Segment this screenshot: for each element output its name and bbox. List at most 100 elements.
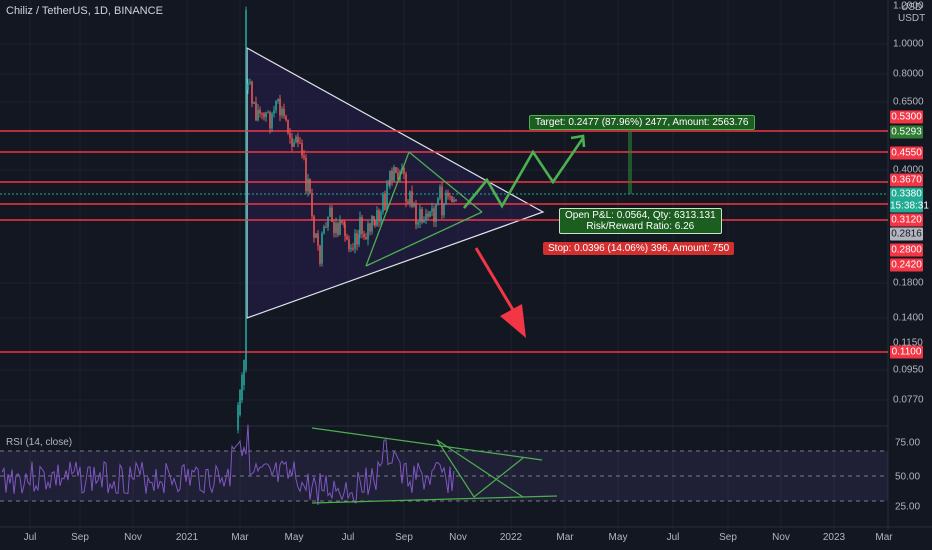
currency-line-1: USD bbox=[901, 2, 923, 13]
candle bbox=[382, 194, 384, 212]
price-tag-entry[interactable]: 0.2816 bbox=[890, 227, 923, 241]
candle bbox=[237, 405, 239, 430]
candle bbox=[293, 142, 295, 147]
candle bbox=[419, 208, 421, 223]
candle bbox=[365, 237, 367, 240]
candle bbox=[443, 203, 445, 216]
candle bbox=[259, 109, 261, 114]
candle bbox=[277, 98, 279, 102]
rsi-tick: 25.00 bbox=[895, 501, 921, 513]
candle bbox=[433, 208, 435, 222]
position-target-zone bbox=[628, 131, 632, 194]
price-tag-level[interactable]: 0.4550 bbox=[890, 146, 923, 160]
currency-selector[interactable]: USD USDT bbox=[898, 2, 925, 24]
candle bbox=[287, 120, 289, 134]
candle bbox=[449, 196, 451, 198]
candle bbox=[451, 196, 453, 203]
price-tag-current[interactable]: 0.3380 bbox=[890, 187, 923, 201]
price-tag-level[interactable]: 0.3670 bbox=[890, 173, 923, 187]
candle bbox=[371, 216, 373, 232]
pnl-line-1: Open P&L: 0.0564, Qty: 6313.131 bbox=[565, 210, 716, 221]
time-tick: Mar bbox=[231, 532, 249, 543]
candle bbox=[295, 136, 297, 143]
candle bbox=[303, 155, 305, 158]
time-tick: Nov bbox=[124, 532, 142, 543]
triangle-pattern bbox=[246, 46, 545, 319]
candle bbox=[275, 101, 277, 111]
price-tag-target[interactable]: 0.5293 bbox=[890, 125, 923, 139]
price-tag-level[interactable]: 0.5300 bbox=[890, 110, 923, 124]
candle bbox=[343, 223, 345, 225]
candle bbox=[311, 192, 313, 217]
candle bbox=[305, 157, 307, 192]
candle bbox=[291, 137, 293, 147]
candle bbox=[427, 213, 429, 217]
candle bbox=[403, 167, 405, 174]
bullish-projection-path bbox=[462, 137, 585, 209]
rsi-indicator-title[interactable]: RSI (14, close) bbox=[6, 437, 73, 448]
candle bbox=[269, 112, 271, 129]
candle bbox=[405, 173, 407, 202]
candle bbox=[352, 248, 354, 250]
time-tick: Nov bbox=[772, 532, 790, 543]
candle bbox=[386, 182, 388, 211]
candle bbox=[255, 102, 257, 121]
price-tick: 0.1400 bbox=[893, 312, 924, 324]
time-tick: Mar bbox=[875, 532, 893, 543]
time-tick: May bbox=[608, 532, 628, 543]
symbol-title[interactable]: Chiliz / TetherUS, 1D, BINANCE bbox=[6, 5, 163, 17]
candle bbox=[361, 217, 363, 234]
candle bbox=[247, 83, 249, 90]
candle bbox=[313, 216, 315, 238]
time-tick: Sep bbox=[395, 532, 413, 543]
candle bbox=[409, 191, 411, 204]
grid bbox=[0, 0, 888, 530]
candle bbox=[425, 213, 427, 220]
candle bbox=[359, 217, 361, 235]
candle bbox=[319, 245, 321, 264]
candle bbox=[273, 110, 275, 114]
candle bbox=[331, 207, 333, 223]
candle bbox=[279, 98, 281, 116]
candle bbox=[373, 216, 375, 220]
position-target-label[interactable]: Target: 0.2477 (87.96%) 2477, Amount: 25… bbox=[529, 115, 755, 130]
candle bbox=[327, 216, 329, 228]
price-tag-level[interactable]: 0.2420 bbox=[890, 258, 923, 272]
price-tag-level[interactable]: 0.2800 bbox=[890, 243, 923, 257]
candle bbox=[445, 192, 447, 204]
candle bbox=[253, 102, 255, 104]
candle bbox=[413, 203, 415, 207]
candle bbox=[337, 223, 339, 235]
candle bbox=[363, 233, 365, 238]
candle bbox=[249, 81, 251, 84]
candle bbox=[391, 170, 393, 181]
rsi-tick: 75.00 bbox=[895, 437, 921, 449]
price-tick: 0.0770 bbox=[893, 394, 924, 406]
price-tag-level[interactable]: 0.3120 bbox=[890, 213, 923, 227]
bearish-arrow-head bbox=[500, 304, 526, 338]
price-tag-level[interactable]: 0.1100 bbox=[890, 345, 923, 359]
position-stop-label[interactable]: Stop: 0.0396 (14.06%) 396, Amount: 750 bbox=[543, 242, 735, 255]
price-tick: 0.8000 bbox=[893, 68, 924, 80]
candle bbox=[388, 182, 390, 185]
candle bbox=[283, 108, 285, 117]
candle bbox=[356, 233, 358, 245]
candle bbox=[346, 236, 348, 240]
candle bbox=[263, 113, 265, 118]
candle bbox=[447, 192, 449, 197]
candle bbox=[321, 233, 323, 264]
price-tick: 0.6500 bbox=[893, 96, 924, 108]
candle bbox=[323, 226, 325, 234]
position-pnl-label[interactable]: Open P&L: 0.0564, Qty: 6313.131 Risk/Rew… bbox=[559, 208, 722, 234]
candle bbox=[341, 220, 343, 224]
candle bbox=[245, 10, 247, 370]
candle bbox=[348, 239, 350, 250]
price-tick: 0.0950 bbox=[893, 364, 924, 376]
rsi-line bbox=[1, 424, 455, 506]
candle bbox=[423, 219, 425, 223]
time-tick: Mar bbox=[556, 532, 574, 543]
price-tick: 0.4000 bbox=[893, 164, 924, 176]
candle bbox=[374, 219, 376, 226]
candle bbox=[251, 81, 253, 104]
